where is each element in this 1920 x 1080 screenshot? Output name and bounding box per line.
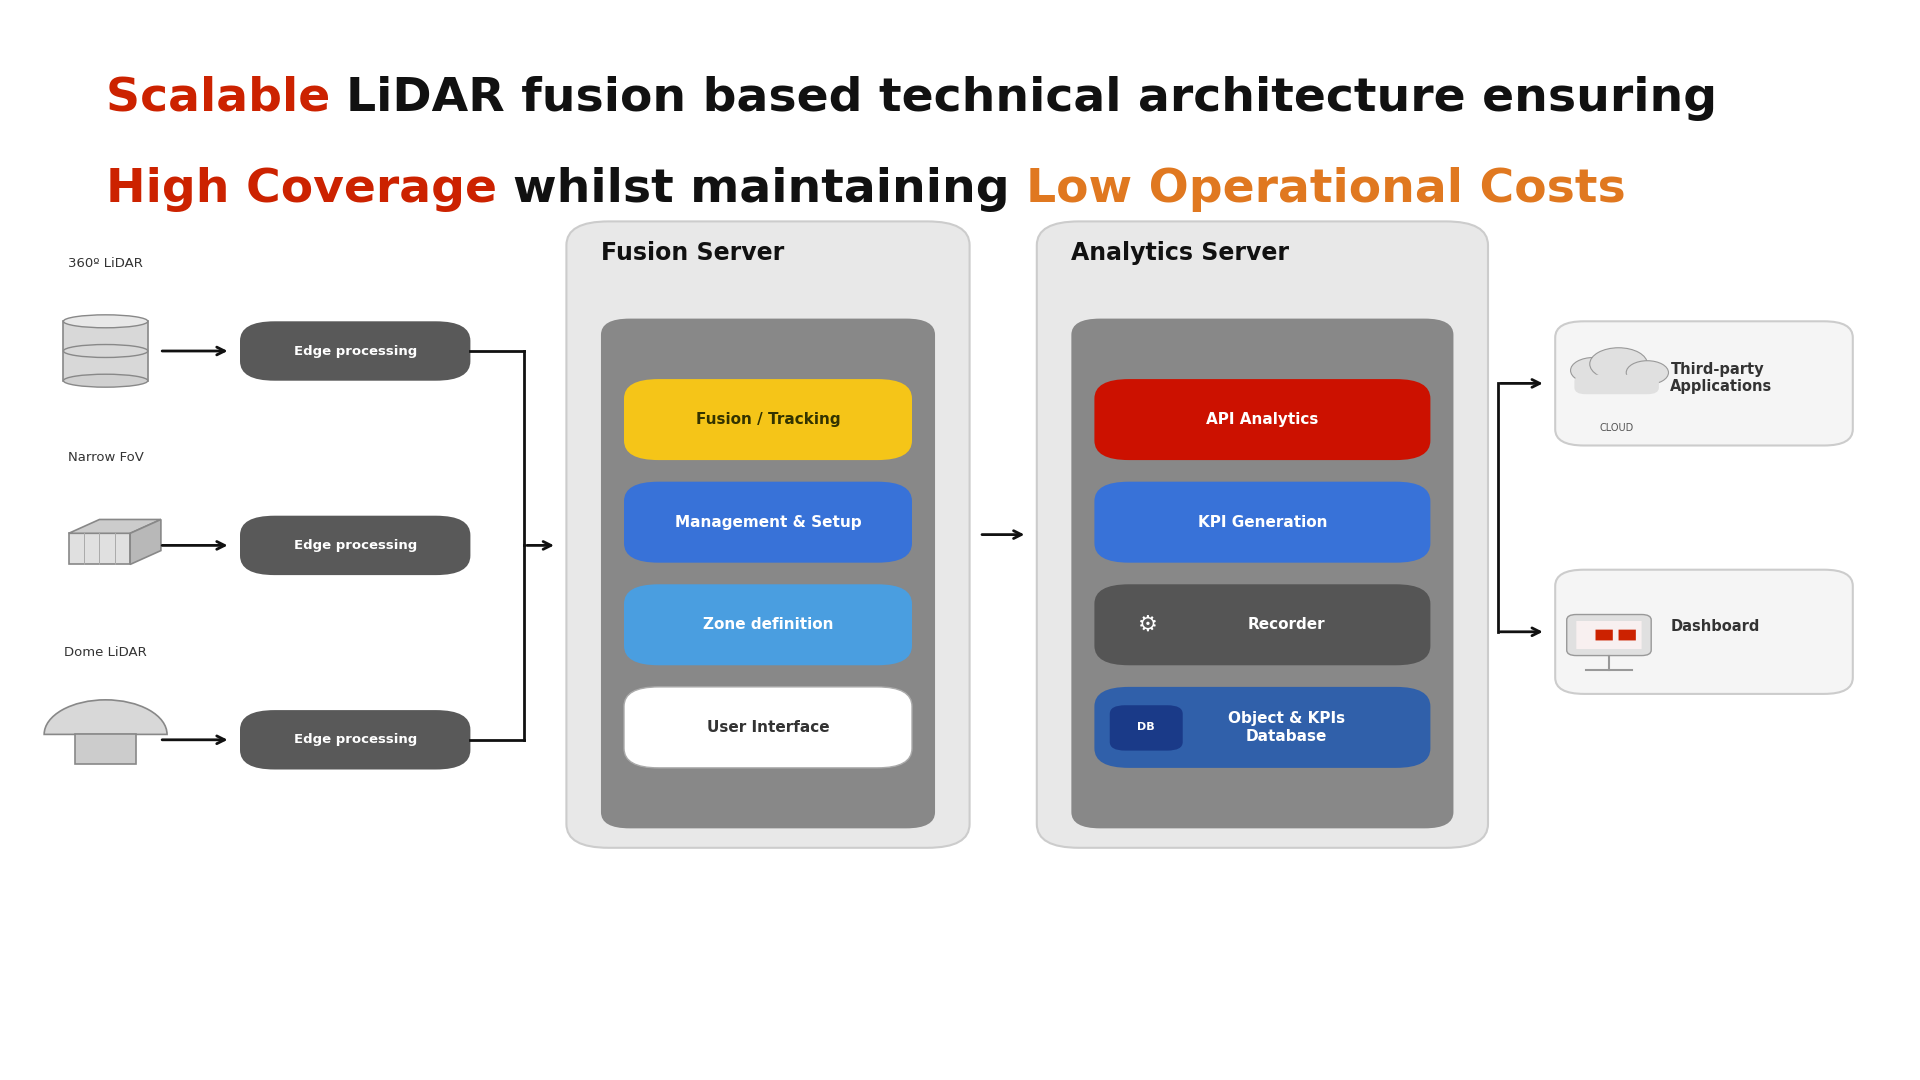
Circle shape (1626, 361, 1668, 384)
FancyBboxPatch shape (240, 516, 470, 575)
Text: Management & Setup: Management & Setup (674, 515, 862, 529)
Text: 360º LiDAR: 360º LiDAR (69, 257, 142, 270)
Text: User Interface: User Interface (707, 720, 829, 734)
Text: Fusion Server: Fusion Server (601, 241, 783, 265)
FancyBboxPatch shape (1576, 621, 1642, 649)
FancyBboxPatch shape (566, 221, 970, 848)
FancyBboxPatch shape (624, 379, 912, 460)
FancyBboxPatch shape (1094, 379, 1430, 460)
Polygon shape (63, 321, 148, 380)
Text: KPI Generation: KPI Generation (1198, 515, 1327, 529)
Text: Dashboard: Dashboard (1670, 619, 1761, 634)
Text: ⚙: ⚙ (1139, 615, 1158, 635)
FancyBboxPatch shape (1567, 615, 1651, 656)
Polygon shape (131, 519, 161, 565)
Circle shape (1590, 348, 1647, 380)
Text: Fusion / Tracking: Fusion / Tracking (695, 413, 841, 427)
FancyBboxPatch shape (624, 584, 912, 665)
FancyBboxPatch shape (1596, 630, 1613, 640)
Text: API Analytics: API Analytics (1206, 413, 1319, 427)
Ellipse shape (63, 345, 148, 357)
Text: Edge processing: Edge processing (294, 539, 417, 552)
FancyBboxPatch shape (1110, 705, 1183, 751)
FancyBboxPatch shape (601, 319, 935, 828)
FancyBboxPatch shape (1574, 375, 1659, 394)
FancyBboxPatch shape (1555, 321, 1853, 445)
FancyBboxPatch shape (1094, 687, 1430, 768)
FancyBboxPatch shape (624, 687, 912, 768)
Polygon shape (75, 734, 136, 764)
Text: Edge processing: Edge processing (294, 345, 417, 357)
Text: Zone definition: Zone definition (703, 618, 833, 632)
FancyBboxPatch shape (1555, 570, 1853, 694)
FancyBboxPatch shape (1071, 319, 1453, 828)
Polygon shape (69, 534, 131, 565)
Polygon shape (69, 519, 161, 534)
Text: whilst maintaining: whilst maintaining (513, 167, 1025, 213)
Text: Edge processing: Edge processing (294, 733, 417, 746)
Text: Recorder: Recorder (1248, 618, 1325, 632)
Text: CLOUD: CLOUD (1599, 422, 1634, 432)
Wedge shape (44, 700, 167, 734)
FancyBboxPatch shape (1094, 482, 1430, 563)
Text: Scalable: Scalable (106, 76, 346, 121)
Ellipse shape (63, 314, 148, 328)
Text: Analytics Server: Analytics Server (1071, 241, 1290, 265)
FancyBboxPatch shape (1037, 221, 1488, 848)
Text: High Coverage: High Coverage (106, 167, 513, 213)
Text: LiDAR fusion based technical architecture ensuring: LiDAR fusion based technical architectur… (346, 76, 1718, 121)
FancyBboxPatch shape (240, 321, 470, 380)
Text: Dome LiDAR: Dome LiDAR (63, 646, 148, 659)
FancyBboxPatch shape (1619, 630, 1636, 640)
Text: Object & KPIs
Database: Object & KPIs Database (1227, 711, 1346, 743)
Text: DB: DB (1137, 723, 1156, 732)
Text: Narrow FoV: Narrow FoV (67, 451, 144, 464)
FancyBboxPatch shape (240, 711, 470, 769)
Ellipse shape (63, 374, 148, 387)
FancyBboxPatch shape (624, 482, 912, 563)
Circle shape (1571, 357, 1617, 383)
Text: Low Operational Costs: Low Operational Costs (1025, 167, 1626, 213)
FancyBboxPatch shape (1094, 584, 1430, 665)
Text: Third-party
Applications: Third-party Applications (1670, 362, 1772, 394)
